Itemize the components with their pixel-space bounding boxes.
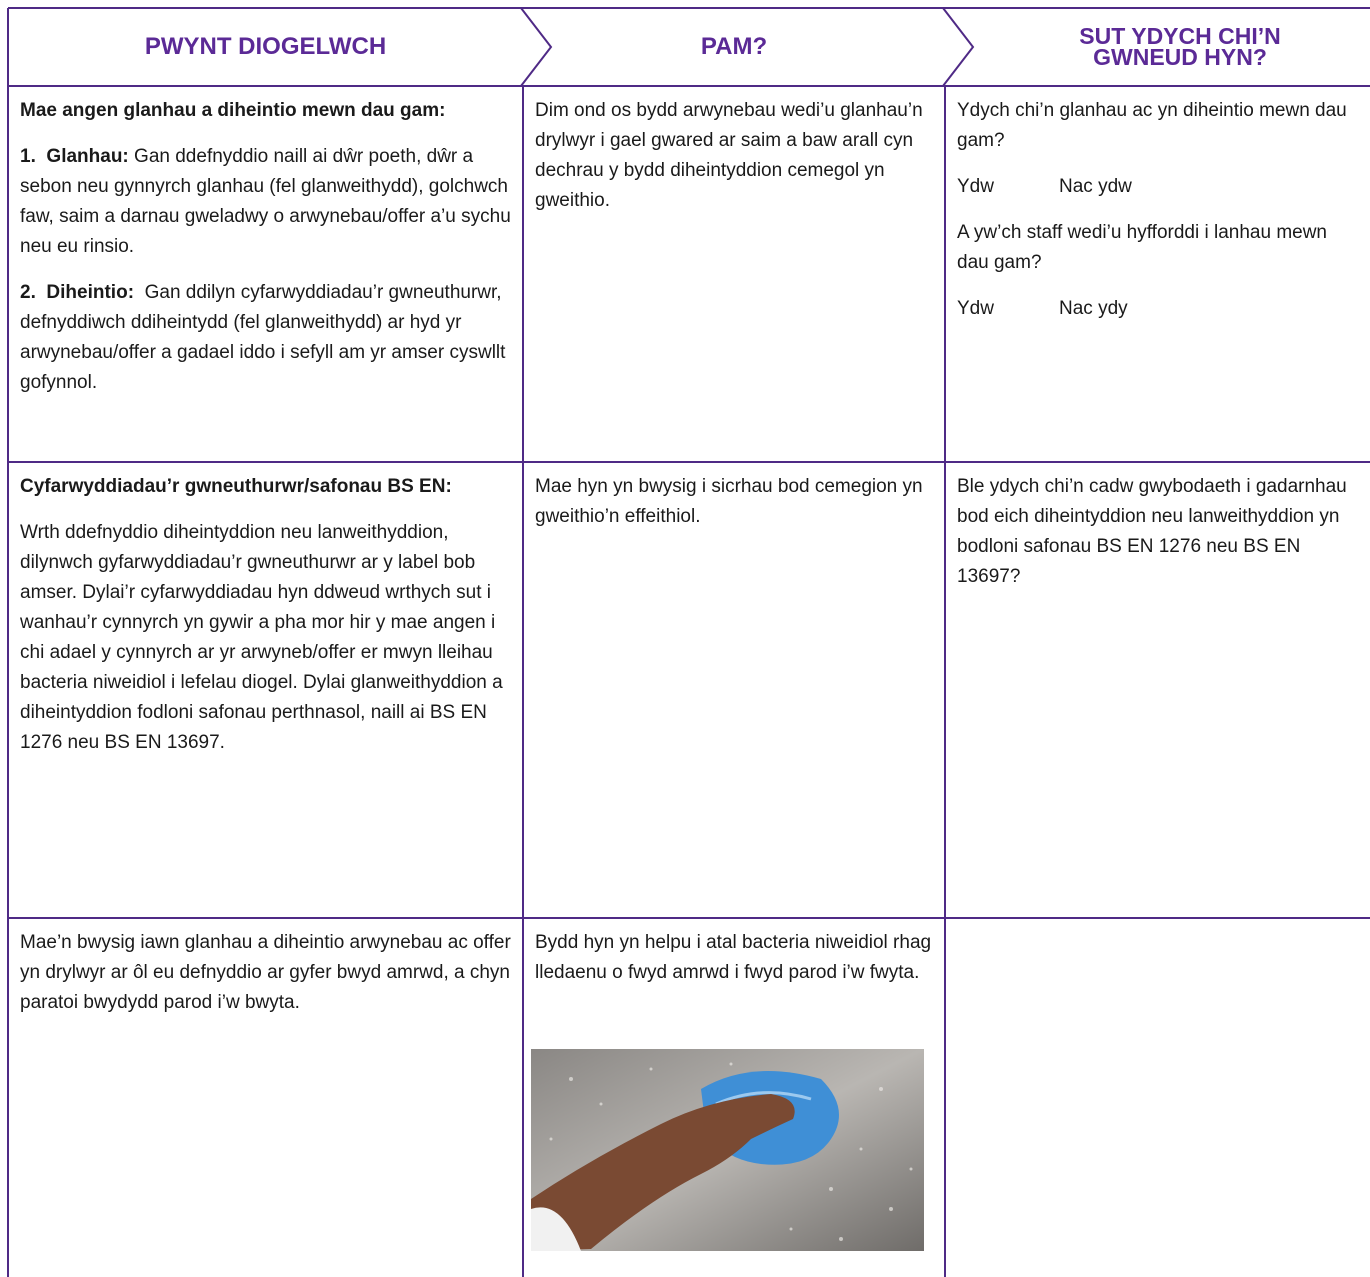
step-text: Gan ddilyn cyfarwyddiadau’r gwneuthurwr,… — [20, 282, 506, 393]
photo-cleaning-surface — [531, 1049, 924, 1251]
question: Ydych chi’n glanhau ac yn diheintio mewn… — [957, 100, 1347, 151]
step-number: 1. — [20, 146, 36, 167]
option: Ydw — [957, 176, 994, 197]
column-header: PAM? — [700, 33, 768, 60]
cell: Mae angen glanhau a diheintio mewn dau g… — [8, 86, 523, 414]
step: 2. Diheintio: Gan ddilyn cyfarwyddiadau’… — [20, 278, 511, 398]
cell: Bydd hyn yn helpu i atal bacteria niweid… — [523, 918, 945, 1004]
question: Ble ydych chi’n cadw gwybodaeth i gadarn… — [957, 476, 1347, 587]
step-term: Diheintio: — [46, 282, 135, 303]
cell: Dim ond os bydd arwynebau wedi’u glanhau… — [523, 86, 945, 232]
why-text: Dim ond os bydd arwynebau wedi’u glanhau… — [535, 100, 923, 211]
cell: Mae hyn yn bwysig i sicrhau bod cemegion… — [523, 462, 945, 548]
cell-text: Wrth ddefnyddio diheintyddion neu lanwei… — [20, 522, 503, 753]
option: Nac ydw — [1059, 176, 1132, 197]
cell-text: Mae’n bwysig iawn glanhau a diheintio ar… — [20, 932, 511, 1013]
step: 1. Glanhau: Gan ddefnyddio naill ai dŵr … — [20, 142, 511, 262]
why-text: Mae hyn yn bwysig i sicrhau bod cemegion… — [535, 476, 923, 527]
cell-heading: Cyfarwyddiadau’r gwneuthurwr/safonau BS … — [20, 476, 452, 497]
question: A yw’ch staff wedi’u hyfforddi i lanhau … — [957, 222, 1327, 273]
option: Nac ydy — [1059, 298, 1128, 319]
why-text: Bydd hyn yn helpu i atal bacteria niweid… — [535, 932, 932, 983]
options: Ydw Nac ydw — [957, 172, 1358, 202]
cell: Ydych chi’n glanhau ac yn diheintio mewn… — [945, 86, 1370, 340]
step-term: Glanhau: — [46, 146, 129, 167]
cell: Mae’n bwysig iawn glanhau a diheintio ar… — [8, 918, 523, 1034]
column-header: SUT YDYCH CHI’N GWNEUD HYN? — [1079, 23, 1281, 70]
cell: Cyfarwyddiadau’r gwneuthurwr/safonau BS … — [8, 462, 523, 774]
cell-heading: Mae angen glanhau a diheintio mewn dau g… — [20, 100, 446, 121]
step-number: 2. — [20, 282, 36, 303]
column-header: PWYNT DIOGELWCH — [144, 33, 387, 60]
options: Ydw Nac ydy — [957, 294, 1358, 324]
step-text: Gan ddefnyddio naill ai dŵr poeth, dŵr a… — [20, 146, 511, 257]
cell: Ble ydych chi’n cadw gwybodaeth i gadarn… — [945, 462, 1370, 608]
option: Ydw — [957, 298, 994, 319]
